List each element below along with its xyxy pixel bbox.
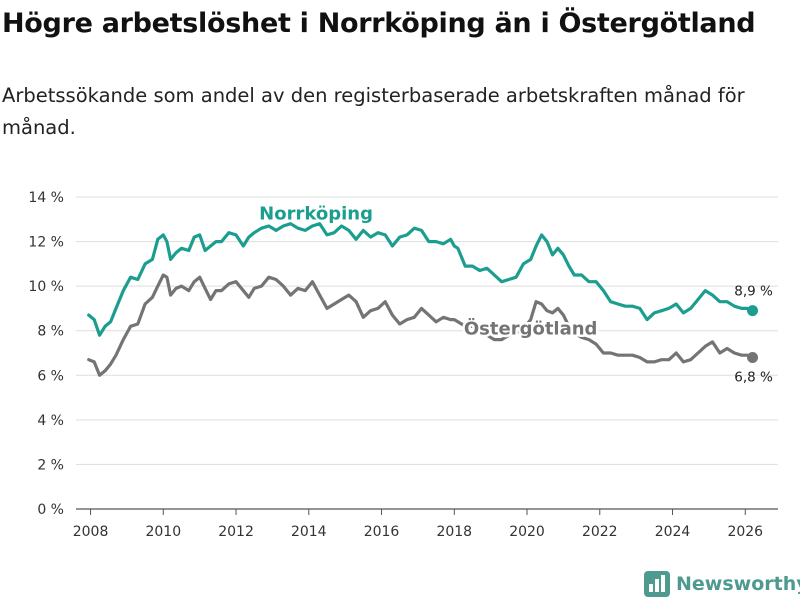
y-tick-label: 2 %	[37, 457, 64, 473]
y-tick-label: 10 %	[28, 279, 64, 295]
y-tick-label: 12 %	[28, 235, 64, 251]
x-tick-label: 2026	[727, 524, 763, 540]
series-end-point-1	[747, 351, 759, 363]
x-tick-label: 2012	[218, 524, 254, 540]
series-line-1	[87, 273, 755, 377]
series-lines	[87, 222, 759, 377]
x-tick-label: 2022	[582, 524, 618, 540]
newsworthy-logo: Newsworthy	[644, 569, 800, 599]
newsworthy-icon	[644, 571, 670, 597]
chart-title: Högre arbetslöshet i Norrköping än i Öst…	[2, 8, 756, 39]
x-tick-label: 2016	[364, 524, 400, 540]
x-tick-label: 2014	[291, 524, 327, 540]
series-name-label-1: Östergötland	[464, 317, 598, 339]
y-tick-label: 14 %	[28, 190, 64, 206]
series-end-value-1: 6,8 %	[734, 369, 773, 385]
chart-subtitle: Arbetssökande som andel av den registerb…	[2, 84, 745, 139]
series-end-value-0: 8,9 %	[734, 284, 773, 300]
y-tick-label: 0 %	[37, 502, 64, 518]
series-name-halo-1: Östergötland	[464, 317, 598, 339]
x-tick-label: 2008	[73, 524, 109, 540]
x-tick-label: 2020	[509, 524, 545, 540]
gridlines	[76, 196, 778, 510]
series-name-halo-0: Norrköping	[259, 204, 373, 225]
x-axis: 2008 2010 2012 2014 2016 2018 2020 2022 2024 2026	[73, 509, 763, 540]
y-tick-label: 4 %	[37, 413, 64, 429]
x-tick-label: 2010	[145, 524, 181, 540]
series-name-label-0: Norrköping	[259, 204, 373, 225]
brand-name: Newsworthy	[676, 573, 800, 595]
y-tick-label: 8 %	[37, 324, 64, 340]
y-axis: 0 % 2 % 4 % 6 % 8 % 10 % 12 % 14 %	[28, 190, 64, 518]
series-line-0	[87, 222, 755, 337]
y-tick-label: 6 %	[37, 368, 64, 384]
series-labels: 8,9 %6,8 %NorrköpingNorrköpingÖstergötla…	[257, 201, 773, 385]
series-end-point-0	[747, 305, 759, 317]
x-tick-label: 2018	[436, 524, 472, 540]
x-tick-label: 2024	[655, 524, 691, 540]
